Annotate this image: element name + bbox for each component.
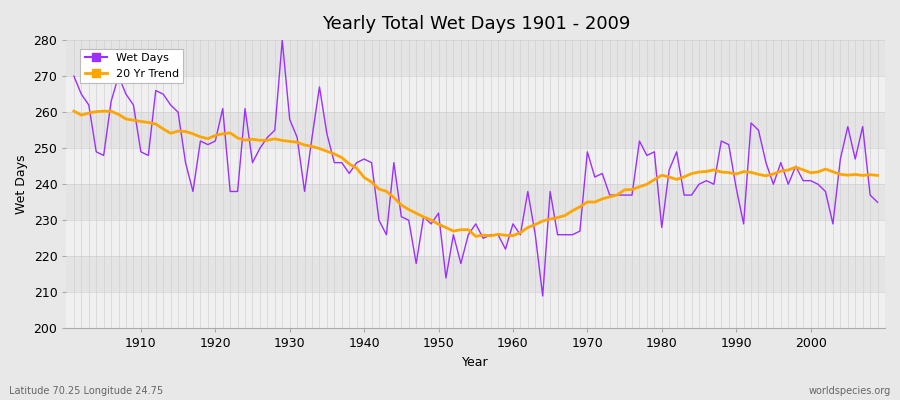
Text: Latitude 70.25 Longitude 24.75: Latitude 70.25 Longitude 24.75 bbox=[9, 386, 163, 396]
Bar bbox=[67, 292, 885, 328]
Text: worldspecies.org: worldspecies.org bbox=[809, 386, 891, 396]
Y-axis label: Wet Days: Wet Days bbox=[15, 154, 28, 214]
Bar bbox=[67, 40, 885, 76]
Legend: Wet Days, 20 Yr Trend: Wet Days, 20 Yr Trend bbox=[80, 48, 184, 83]
Bar bbox=[67, 184, 885, 220]
Bar bbox=[67, 220, 885, 256]
Bar bbox=[67, 148, 885, 184]
X-axis label: Year: Year bbox=[463, 356, 489, 369]
Bar bbox=[67, 76, 885, 112]
Bar bbox=[67, 256, 885, 292]
Bar bbox=[67, 112, 885, 148]
Title: Yearly Total Wet Days 1901 - 2009: Yearly Total Wet Days 1901 - 2009 bbox=[321, 15, 630, 33]
